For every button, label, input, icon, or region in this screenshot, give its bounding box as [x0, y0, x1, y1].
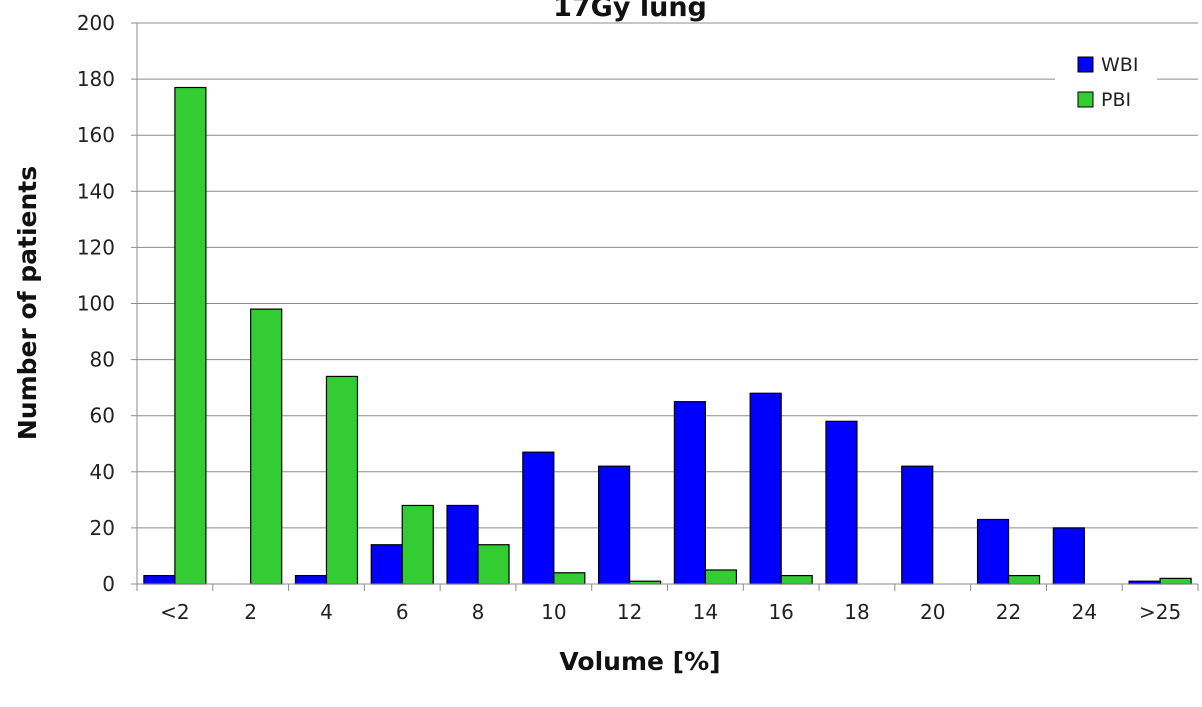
bar-pbi [325, 375, 359, 585]
x-tick-label: 2 [244, 600, 257, 624]
bar-wbi [294, 574, 328, 585]
y-tick-label: 0 [102, 572, 115, 596]
x-tick-label: 18 [844, 600, 869, 624]
bar-wbi [370, 544, 403, 585]
bar-pbi [174, 86, 207, 585]
bars [143, 86, 1192, 585]
x-tick-label: 10 [541, 600, 566, 624]
legend-label-wbi: WBI [1101, 54, 1138, 76]
bar-wbi [522, 451, 555, 585]
legend-swatch-pbi [1077, 91, 1094, 108]
bar-wbi [673, 401, 706, 585]
axes [131, 22, 1199, 591]
bar-pbi [704, 569, 737, 585]
bar-pbi [250, 308, 283, 585]
y-tick-label: 40 [90, 460, 115, 484]
y-tick-label: 20 [90, 516, 115, 540]
bar-pbi [1007, 574, 1041, 585]
y-tick-label: 180 [77, 67, 115, 91]
legend-swatch-wbi [1077, 56, 1094, 73]
bar-wbi [901, 465, 934, 585]
bar-wbi [446, 504, 479, 585]
y-tick-label: 200 [77, 11, 115, 35]
legend-label-pbi: PBI [1101, 89, 1131, 111]
y-tick-label: 80 [90, 348, 115, 372]
y-tick-label: 140 [77, 179, 115, 203]
bar-pbi [401, 504, 434, 585]
bar-wbi [1052, 527, 1085, 585]
y-tick-label: 160 [77, 123, 115, 147]
x-tick-label: 20 [920, 600, 945, 624]
bar-pbi [780, 574, 813, 585]
chart-title: 17Gy lung [553, 0, 707, 23]
x-tick-label: 8 [472, 600, 485, 624]
x-axis-title: Volume [%] [559, 647, 720, 676]
x-tick-label: 24 [1072, 600, 1097, 624]
x-tick-labels: <2 2 4 6 8 10 12 14 16 18 20 22 24 >25 [160, 600, 1181, 624]
legend-box [1055, 42, 1157, 122]
y-tick-label: 60 [90, 404, 115, 428]
x-tick-label: 4 [320, 600, 333, 624]
bar-wbi [976, 518, 1010, 585]
x-tick-label: 22 [996, 600, 1021, 624]
bar-wbi [143, 574, 176, 585]
bar-wbi [825, 420, 858, 585]
bar-wbi [598, 465, 631, 585]
x-tick-label: >25 [1139, 600, 1181, 624]
x-tick-label: 14 [693, 600, 718, 624]
x-tick-label: 16 [768, 600, 793, 624]
grid [137, 22, 1198, 529]
x-tick-label: 6 [396, 600, 409, 624]
y-tick-label: 100 [77, 292, 115, 316]
x-tick-label: <2 [160, 600, 189, 624]
y-axis-title: Number of patients [13, 166, 42, 440]
legend: WBI PBI [1055, 42, 1157, 122]
y-tick-labels: 0 20 40 60 80 100 120 140 160 180 200 [77, 11, 115, 596]
x-tick-label: 12 [617, 600, 642, 624]
bar-pbi [1159, 577, 1192, 585]
bar-wbi [749, 392, 782, 585]
bar-pbi [553, 572, 586, 585]
bar-pbi [477, 544, 510, 585]
y-tick-label: 120 [77, 235, 115, 259]
